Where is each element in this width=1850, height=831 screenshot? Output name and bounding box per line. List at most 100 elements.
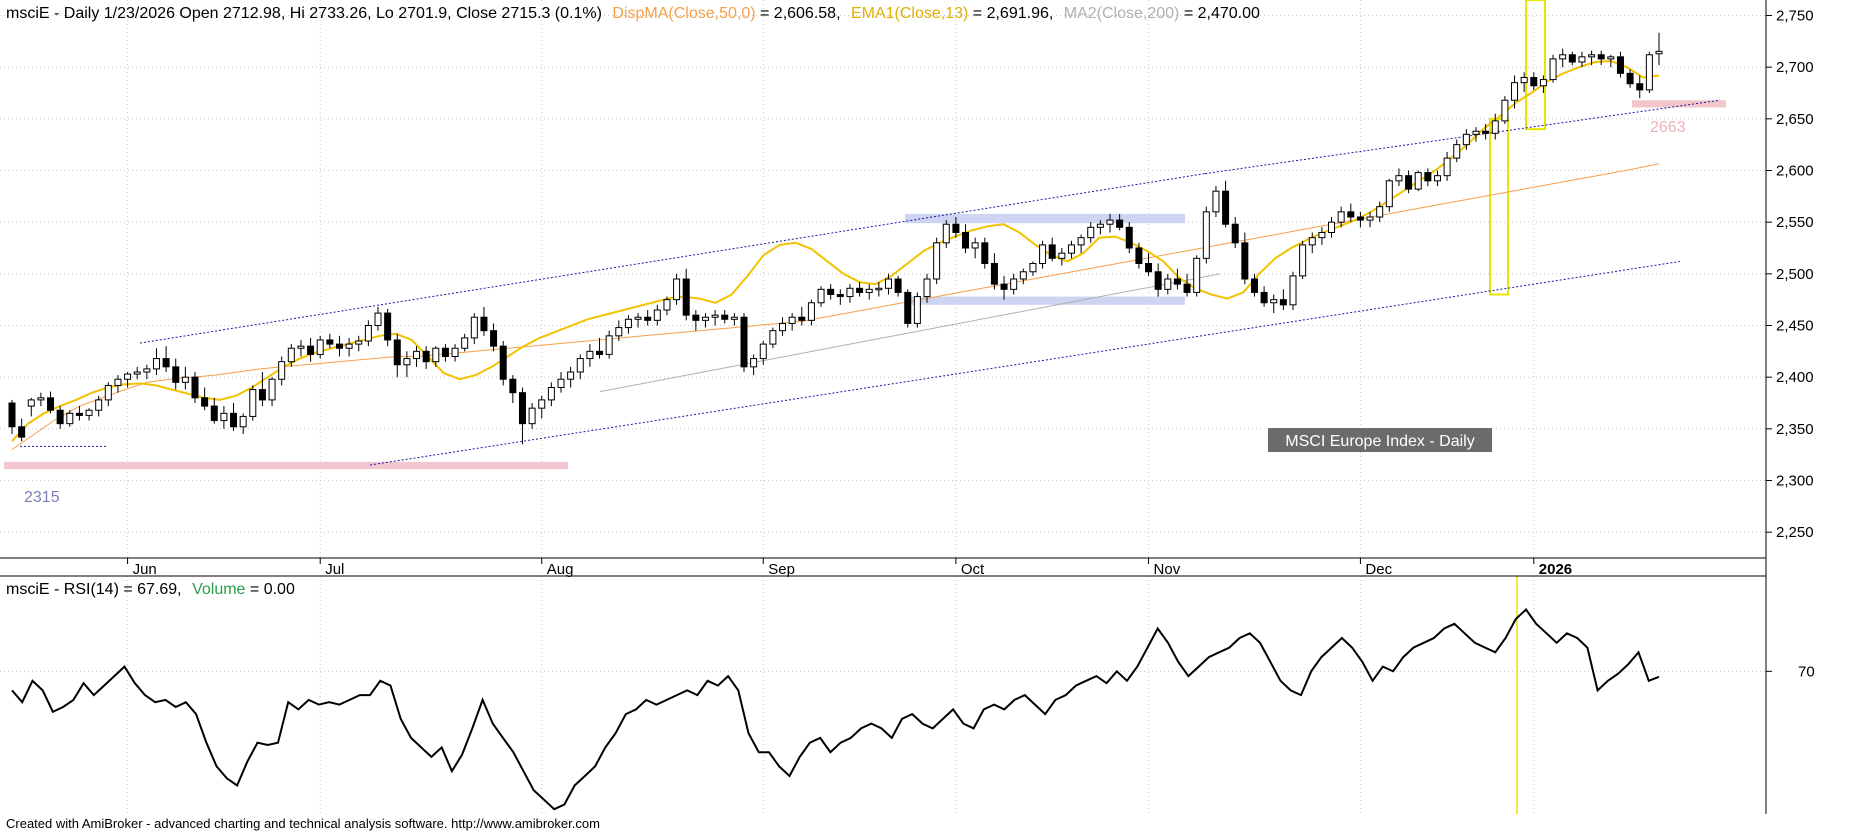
candle-body [1308, 237, 1316, 246]
rsi-pane [0, 576, 1766, 814]
candle-body [856, 287, 864, 293]
level-high-label: 2663 [1650, 119, 1686, 136]
candle-body [1096, 223, 1104, 228]
candle-body [403, 358, 411, 366]
header-ma200-value: = 2,470.00 [1184, 5, 1260, 22]
candle-body [1366, 216, 1374, 221]
candle-body [1636, 83, 1644, 91]
candle-body [37, 397, 45, 401]
annotation-box [1268, 428, 1492, 452]
candle-body [1039, 244, 1047, 264]
candle-body [1511, 82, 1519, 101]
candle-body [1424, 172, 1432, 182]
candle-body [1405, 175, 1413, 190]
candle-body [875, 287, 883, 291]
ema13-line [11, 59, 1660, 442]
x-month-label: Oct [961, 561, 985, 578]
candle-body [865, 288, 873, 293]
candle-body [393, 339, 401, 366]
candle-body [962, 232, 970, 249]
candle-body [653, 309, 661, 321]
candle-body [278, 361, 286, 380]
candle-body [1433, 175, 1441, 182]
candle-body [1472, 130, 1480, 135]
candle-body [1530, 77, 1538, 87]
candle-body [759, 343, 767, 360]
candle-body [721, 314, 729, 320]
rsi-volume-label: Volume [192, 581, 245, 598]
candle-body [788, 316, 796, 324]
header-ma50-value: = 2,606.58, [760, 5, 841, 22]
candle-body [345, 343, 353, 349]
support-band-2315 [4, 461, 568, 470]
price-y-tick-label: 2,450 [1776, 318, 1814, 335]
candle-body [413, 350, 421, 360]
candle-body [1385, 180, 1393, 208]
candle-body [1010, 278, 1018, 290]
x-month-label: 2026 [1539, 561, 1572, 578]
candle-body [18, 426, 26, 438]
candle-body [586, 350, 594, 360]
candle-body [1491, 120, 1499, 134]
candle-body [1000, 283, 1008, 290]
candle-body [297, 345, 305, 349]
header-ema13-label: EMA1(Close,13) [851, 5, 968, 22]
annotation-text: MSCI Europe Index - Daily [1285, 433, 1474, 450]
candle-body [1578, 56, 1586, 63]
candle-body [904, 291, 912, 324]
candle-body [47, 397, 55, 411]
x-month-label: Nov [1154, 561, 1181, 578]
candle-body [355, 340, 363, 345]
candle-body [143, 368, 151, 373]
candle-body [1183, 283, 1191, 293]
header-ma50-label: DispMA(Close,50,0) [612, 5, 755, 22]
candle-body [701, 316, 709, 321]
candle-body [1048, 244, 1056, 259]
candle-body [1414, 172, 1422, 190]
time-marker-box [1525, 0, 1546, 131]
support-band-2663 [1632, 100, 1726, 108]
price-y-tick-label: 2,700 [1776, 59, 1814, 76]
candle-body [807, 302, 815, 321]
highlight-bands [4, 0, 1726, 814]
candle-body [27, 399, 35, 407]
candle-body [682, 278, 690, 316]
candle-body [220, 412, 228, 422]
candle-body [1443, 157, 1451, 177]
candle-body [1482, 130, 1490, 134]
candle-body [1568, 54, 1576, 63]
candle-body [711, 314, 719, 318]
channel-upper-line-ext [1204, 99, 1721, 175]
candle-body [884, 278, 892, 289]
candle-body [750, 358, 758, 368]
candle-body [258, 389, 266, 401]
candle-body [1067, 244, 1075, 254]
x-month-label: Jun [133, 561, 157, 578]
candle-body [1202, 211, 1210, 259]
candle-body [384, 312, 392, 341]
candle-body [1077, 237, 1085, 246]
candle-body [894, 278, 902, 293]
channel-lower-line [369, 260, 1681, 466]
resistance-band [905, 213, 1185, 224]
price-header: msciE - Daily 1/23/2026 Open 2712.98, Hi… [6, 5, 1260, 22]
candle-body [374, 312, 382, 327]
candle-body [1559, 54, 1567, 60]
candle-body [268, 378, 276, 401]
candle-body [663, 299, 671, 311]
candle-body [933, 242, 941, 280]
candle-body [1645, 54, 1653, 91]
candle-body [981, 242, 989, 264]
candle-body [913, 296, 921, 324]
channel-mid-line [599, 273, 1221, 393]
candle-body [673, 278, 681, 301]
candle-body [1145, 263, 1153, 273]
candle-body [1250, 278, 1258, 293]
candle-body [615, 327, 623, 337]
rsi-header-prefix: msciE - RSI(14) = 67.69, [6, 581, 182, 598]
rsi-line [11, 607, 1660, 811]
candle-body [1270, 299, 1278, 304]
candle-body [8, 402, 16, 428]
support-band-oct [905, 296, 1185, 305]
candle-body [1289, 275, 1297, 306]
